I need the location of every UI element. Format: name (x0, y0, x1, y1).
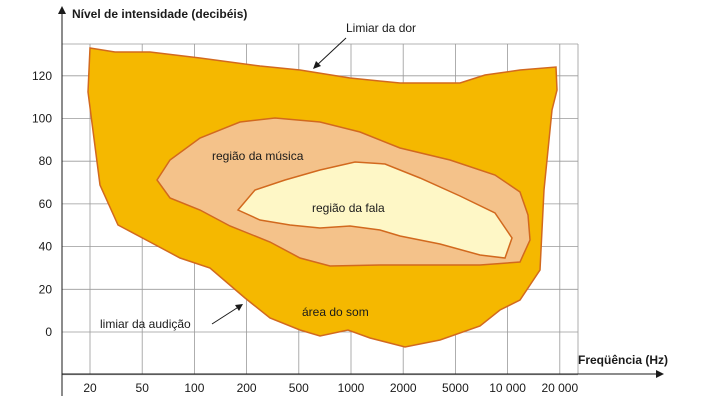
y-tick-label: 100 (32, 112, 52, 126)
x-tick-label: 100 (184, 381, 204, 395)
y-tick-label: 20 (39, 282, 53, 296)
y-tick-label: 60 (39, 197, 53, 211)
y-tick-label: 40 (39, 240, 53, 254)
pain-threshold-label: Limiar da dor (346, 21, 416, 35)
speech-region (236, 161, 513, 259)
x-axis-title: Freqüência (Hz) (578, 353, 668, 367)
y-axis-title: Nível de intensidade (decibéis) (72, 7, 247, 21)
x-axis-arrow (656, 370, 664, 378)
x-tick-label: 200 (237, 381, 257, 395)
x-tick-label: 2000 (390, 381, 417, 395)
music-region-label: região da música (212, 149, 304, 163)
pain-threshold-arrowhead (313, 61, 321, 69)
hearing-threshold-arrowhead (235, 304, 243, 311)
speech-region-label: região da fala (312, 201, 385, 215)
x-tick-label: 5000 (442, 381, 469, 395)
x-tick-label: 500 (289, 381, 309, 395)
sound-area-label: área do som (302, 305, 369, 319)
y-axis-arrow (58, 6, 66, 14)
y-tick-label: 80 (39, 154, 53, 168)
hearing-threshold-label: limiar da audição (100, 317, 191, 331)
x-tick-label: 20 000 (541, 381, 578, 395)
hearing-threshold-pointer (211, 305, 241, 325)
x-tick-label: 1000 (338, 381, 365, 395)
x-tick-label: 20 (83, 381, 97, 395)
pain-threshold-pointer (315, 37, 347, 67)
x-tick-label: 50 (136, 381, 150, 395)
y-tick-label: 120 (32, 69, 52, 83)
y-tick-label: 0 (45, 325, 52, 339)
x-tick-label: 10 000 (489, 381, 526, 395)
